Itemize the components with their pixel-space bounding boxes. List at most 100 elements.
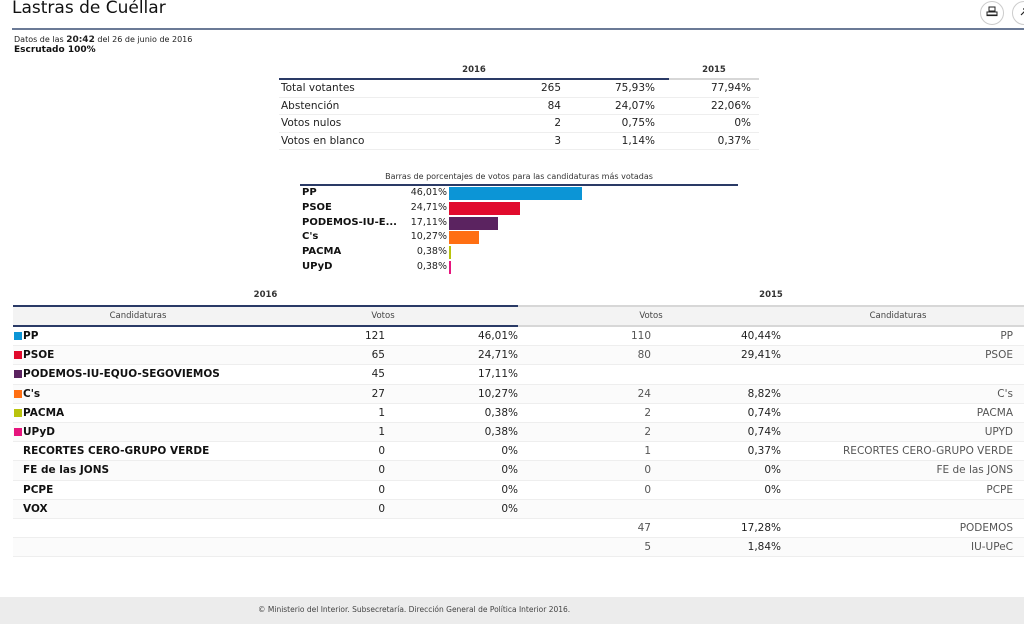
summary-header: 2016 2015: [279, 62, 759, 80]
votes-2015: 110: [630, 330, 651, 342]
party-name-2015: PCPE: [986, 483, 1013, 496]
pct-2016: 0%: [501, 483, 518, 496]
header-rule-2016: [279, 78, 669, 80]
party-name-2016: PSOE: [23, 349, 55, 362]
result-row: VOX 0 0%: [13, 499, 1024, 519]
result-row: RECORTES CERO-GRUPO VERDE 0 0% 1 0,37% RECORT…: [13, 442, 1024, 462]
footer-copyright: © Ministerio del Interior. Subsecretaría…: [258, 605, 571, 614]
party-color-swatch: [14, 351, 22, 360]
result-row: 5 1,84% IU-UPeC: [13, 538, 1024, 558]
result-row: PSOE 65 24,71% 80 29,41% PSOE: [13, 346, 1024, 366]
chart-bar-row: C's 10,27%: [300, 230, 738, 245]
summary-label: Votos nulos: [281, 117, 342, 129]
pct-2016: 0%: [501, 445, 518, 458]
chart-value-label: 24,71%: [410, 201, 447, 213]
party-color-swatch: [14, 332, 22, 340]
pct-2016: 46,01%: [477, 330, 518, 342]
result-row: PP 121 46,01% 110 40,44% PP: [13, 327, 1024, 347]
summary-label: Votos en blanco: [281, 134, 365, 147]
result-row: UPyD 1 0,38% 2 0,74% UPYD: [13, 422, 1024, 443]
summary-year-2015: 2015: [702, 65, 726, 75]
votes-2015: 80: [637, 349, 651, 362]
col-votos-2015: Votos: [639, 311, 663, 321]
pct-2015: 40,44%: [740, 330, 781, 342]
party-name-2015: UPYD: [984, 425, 1013, 438]
chart-bar-row: PODEMOS-IU-E... 17,11%: [300, 216, 738, 231]
col-candidaturas-2016: Candidaturas: [109, 311, 167, 321]
chart-bar: [449, 187, 582, 200]
votes-2016: 27: [371, 387, 385, 400]
chart-value-label: 46,01%: [410, 187, 447, 198]
chart-bar-row: PP 46,01%: [300, 186, 738, 201]
results-year-header: 2016 2015: [13, 288, 1024, 305]
results-year-2015: 2015: [759, 290, 783, 300]
results-column-header: Candidaturas Votos Votos Candidaturas: [13, 305, 1024, 327]
summary-pct-2016: 0,75%: [621, 117, 655, 129]
chart-value-label: 10,27%: [410, 231, 447, 243]
summary-votes: 3: [554, 134, 561, 147]
result-row: FE de las JONS 0 0% 0 0% FE de las JONS: [13, 461, 1024, 481]
votes-2015: 24: [637, 387, 651, 400]
summary-votes: 2: [554, 117, 561, 129]
summary-pct-2015: 22,06%: [710, 99, 751, 112]
pct-2016: 24,71%: [477, 349, 518, 362]
summary-pct-2016: 75,93%: [614, 82, 655, 94]
summary-label: Total votantes: [281, 82, 355, 94]
summary-label: Abstención: [281, 99, 340, 112]
pct-2015: 0,74%: [747, 425, 781, 438]
party-name-2015: RECORTES CERO-GRUPO VERDE: [843, 445, 1013, 458]
results-comparison-table: 2016 2015 Candidaturas Votos Votos Candi…: [13, 288, 1024, 558]
summary-pct-2015: 0,37%: [717, 134, 751, 147]
votes-2015: 2: [644, 406, 651, 419]
votes-2015: 47: [637, 521, 651, 534]
chart-bar: [449, 231, 479, 245]
party-color-swatch: [14, 370, 22, 379]
party-color-swatch: [14, 389, 22, 398]
summary-row: Total votantes 265 75,93% 77,94%: [279, 80, 759, 98]
party-name-2016: PCPE: [23, 483, 54, 496]
footer: © Ministerio del Interior. Subsecretaría…: [0, 597, 1024, 624]
pct-2015: 8,82%: [747, 387, 781, 400]
chart-value-label: 17,11%: [410, 216, 447, 228]
pct-2015: 17,28%: [740, 521, 781, 534]
results-year-2016: 2016: [253, 290, 278, 300]
votes-2016: 0: [378, 502, 385, 515]
print-button[interactable]: [980, 1, 1004, 25]
party-name-2016: FE de las JONS: [23, 464, 110, 477]
pct-2015: 0%: [764, 483, 781, 496]
party-name-2016: VOX: [23, 502, 48, 515]
chart-category-label: PP: [302, 187, 317, 198]
party-name-2016: PODEMOS-IU-EQUO-SEGOVIEMOS: [23, 368, 220, 381]
header-rule-2015: [669, 78, 759, 80]
data-timestamp: Datos de las 20:42 del 26 de junio de 20…: [14, 35, 192, 55]
votes-2016: 65: [371, 349, 385, 362]
party-name-2015: C's: [997, 387, 1013, 400]
party-name-2015: PSOE: [985, 349, 1013, 362]
pct-2016: 0,38%: [484, 425, 518, 438]
votes-2016: 0: [378, 483, 385, 496]
header-rule-2015-bottom: [518, 325, 1024, 327]
party-name-2016: RECORTES CERO-GRUPO VERDE: [23, 445, 210, 458]
party-color-swatch: [14, 408, 22, 417]
pct-2015: 0,37%: [747, 445, 781, 458]
chart-bar: [449, 201, 521, 215]
votes-2016: 1: [378, 425, 385, 438]
party-name-2016: UPyD: [23, 425, 55, 438]
votes-2016: 0: [378, 464, 385, 477]
party-name-2015: PACMA: [976, 406, 1013, 419]
col-votos-2016: Votos: [371, 311, 395, 321]
top-candidates-bar-chart: Barras de porcentajes de votos para las …: [300, 172, 738, 275]
summary-row: Votos nulos 2 0,75% 0%: [279, 115, 759, 133]
chart-category-label: UPyD: [302, 260, 333, 272]
chart-category-label: PSOE: [302, 201, 332, 213]
summary-pct-2016: 1,14%: [621, 134, 655, 147]
party-color-swatch: [14, 427, 22, 436]
chart-value-label: 0,38%: [416, 260, 447, 272]
party-name-2016: C's: [23, 387, 41, 400]
share-button[interactable]: [1012, 1, 1024, 25]
pct-2016: 10,27%: [477, 387, 518, 400]
result-row: PODEMOS-IU-EQUO-SEGOVIEMOS 45 17,11%: [13, 365, 1024, 385]
summary-pct-2015: 0%: [734, 117, 751, 129]
party-name-2016: PACMA: [23, 406, 65, 419]
summary-row: Votos en blanco 3 1,14% 0,37%: [279, 133, 759, 150]
